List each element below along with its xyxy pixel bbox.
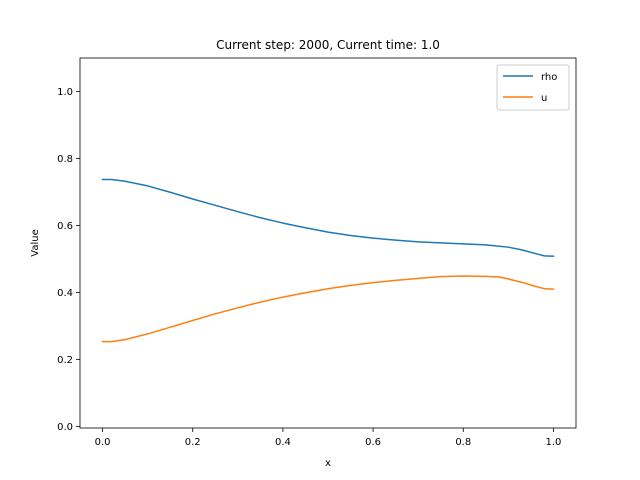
x-tick-label: 0.0 bbox=[95, 437, 111, 448]
legend-box bbox=[496, 64, 570, 111]
legend-label-u: u bbox=[541, 93, 547, 104]
series-layer bbox=[101, 178, 555, 343]
y-tick-label: 0.6 bbox=[57, 221, 73, 232]
y-tick-label: 0.0 bbox=[57, 422, 73, 433]
axes-frame bbox=[79, 57, 577, 429]
y-tick-label: 0.2 bbox=[57, 355, 73, 366]
x-axis-label: x bbox=[325, 458, 331, 469]
x-tick-label: 0.8 bbox=[455, 437, 471, 448]
x-tick-label: 0.4 bbox=[275, 437, 291, 448]
y-axis-label: Value bbox=[30, 229, 41, 256]
series-line-u bbox=[101, 275, 555, 343]
x-axis: 0.0 0.2 0.4 0.6 0.8 1.0 bbox=[95, 428, 562, 448]
chart-title: Current step: 2000, Current time: 1.0 bbox=[216, 38, 440, 52]
y-tick-label: 0.4 bbox=[57, 288, 73, 299]
x-tick-label: 0.6 bbox=[365, 437, 381, 448]
legend-label-rho: rho bbox=[541, 72, 557, 83]
y-tick-label: 0.8 bbox=[57, 154, 73, 165]
series-line-rho bbox=[101, 178, 555, 258]
x-tick-label: 0.2 bbox=[185, 437, 201, 448]
y-axis: 0.0 0.2 0.4 0.6 0.8 1.0 bbox=[57, 87, 80, 433]
legend: rho u bbox=[496, 64, 570, 111]
x-tick-label: 1.0 bbox=[546, 437, 562, 448]
y-tick-label: 1.0 bbox=[57, 87, 73, 98]
plot-area bbox=[80, 58, 576, 428]
